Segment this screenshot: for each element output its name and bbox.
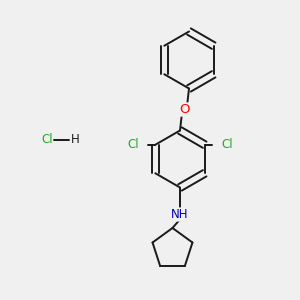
Text: Cl: Cl bbox=[127, 138, 139, 151]
Text: O: O bbox=[179, 103, 190, 116]
Text: H: H bbox=[70, 133, 79, 146]
Text: Cl: Cl bbox=[221, 138, 233, 151]
Text: Cl: Cl bbox=[41, 133, 52, 146]
Text: NH: NH bbox=[171, 208, 189, 221]
